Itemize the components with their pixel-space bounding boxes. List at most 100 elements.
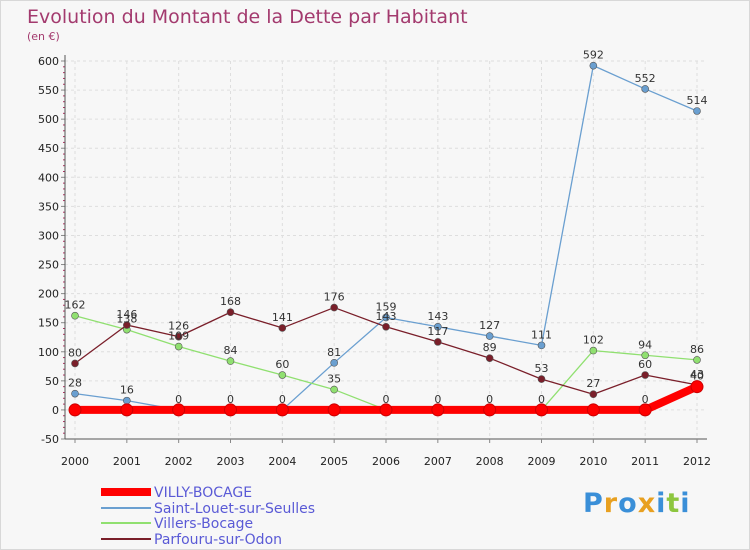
logo-letter: o xyxy=(618,488,638,519)
data-label: 0 xyxy=(175,393,182,406)
data-label: 143 xyxy=(376,310,397,323)
data-label: 0 xyxy=(538,393,545,406)
logo-letter: P xyxy=(583,488,604,519)
data-point xyxy=(275,403,289,417)
data-label: 592 xyxy=(583,49,604,62)
data-point xyxy=(434,338,442,346)
data-point xyxy=(226,357,235,365)
data-point xyxy=(485,332,494,340)
data-point xyxy=(382,322,390,331)
data-point xyxy=(278,371,287,379)
data-label: 0 xyxy=(486,393,493,406)
logo-letter: t xyxy=(666,488,681,519)
data-point xyxy=(690,380,704,394)
x-tick-label: 2012 xyxy=(683,455,711,468)
data-point xyxy=(226,308,235,317)
data-label: 0 xyxy=(279,393,286,406)
data-point xyxy=(483,403,497,417)
data-label: 146 xyxy=(116,308,137,321)
data-point xyxy=(123,396,131,405)
data-point xyxy=(589,346,598,355)
data-point xyxy=(172,403,186,417)
data-label: 111 xyxy=(531,328,552,341)
data-label: 176 xyxy=(324,291,345,304)
y-tick-label: 200 xyxy=(38,288,59,301)
data-label: 117 xyxy=(427,325,448,338)
legend-label: Villers-Bocage xyxy=(154,516,253,532)
data-point xyxy=(693,356,701,364)
data-point xyxy=(382,313,390,322)
chart-title: Evolution du Montant de la Dette par Hab… xyxy=(27,6,468,28)
data-point xyxy=(224,403,237,417)
data-label: 60 xyxy=(275,358,289,371)
data-label: 28 xyxy=(68,377,82,390)
data-point xyxy=(589,390,598,399)
legend-label: Saint-Louet-sur-Seulles xyxy=(154,501,315,517)
proxiti-logo: Proxiti xyxy=(583,488,691,519)
data-label: 43 xyxy=(690,368,704,381)
data-label: 89 xyxy=(483,341,497,354)
data-point xyxy=(693,107,701,115)
data-label: 40 xyxy=(690,370,704,383)
data-point xyxy=(641,351,649,360)
data-label: 80 xyxy=(68,346,82,359)
y-tick-label: 400 xyxy=(38,171,59,184)
y-tick-label: 350 xyxy=(38,200,59,213)
data-label: 168 xyxy=(220,295,241,308)
data-point xyxy=(379,403,393,417)
x-tick-label: 2011 xyxy=(631,455,659,468)
x-tick-label: 2001 xyxy=(113,455,141,468)
data-label: 81 xyxy=(327,346,341,359)
data-point xyxy=(120,403,134,417)
x-tick-label: 2005 xyxy=(320,455,348,468)
x-tick-label: 2010 xyxy=(579,455,607,468)
legend-label: Parfouru-sur-Odon xyxy=(154,532,282,548)
logo-letter: i xyxy=(656,488,667,519)
data-label: 35 xyxy=(327,373,341,386)
x-tick-label: 2007 xyxy=(424,455,452,468)
y-tick-label: 50 xyxy=(45,375,59,388)
data-label: 159 xyxy=(376,300,397,313)
y-tick-label: 500 xyxy=(38,113,59,126)
data-point xyxy=(535,403,548,417)
data-label: 138 xyxy=(116,313,137,326)
data-point xyxy=(174,342,183,351)
data-label: 27 xyxy=(586,377,600,390)
x-tick-label: 2002 xyxy=(165,455,193,468)
data-point xyxy=(641,371,649,379)
data-label: 162 xyxy=(65,299,86,312)
data-point xyxy=(641,85,649,93)
x-tick-label: 2009 xyxy=(528,455,556,468)
x-tick-label: 2003 xyxy=(217,455,245,468)
data-point xyxy=(330,303,338,312)
x-tick-label: 2008 xyxy=(476,455,504,468)
x-tick-label: 2000 xyxy=(61,455,89,468)
y-tick-label: 550 xyxy=(38,84,59,97)
data-label: 141 xyxy=(272,311,293,324)
data-label: 552 xyxy=(635,72,656,85)
data-point xyxy=(431,403,445,417)
y-tick-label: 150 xyxy=(38,317,59,330)
data-label: 0 xyxy=(227,393,234,406)
data-point xyxy=(71,389,79,398)
data-label: 94 xyxy=(638,338,652,351)
data-label: 514 xyxy=(687,94,708,107)
data-point xyxy=(330,359,338,367)
data-point xyxy=(485,354,494,362)
data-point xyxy=(68,403,82,417)
data-point xyxy=(278,324,287,332)
data-point xyxy=(586,403,600,417)
logo-letter: i xyxy=(680,488,691,519)
data-label: 0 xyxy=(383,393,390,406)
data-point xyxy=(537,341,546,350)
data-label: 0 xyxy=(434,393,441,406)
data-label: 53 xyxy=(535,362,549,375)
y-tick-label: 250 xyxy=(38,259,59,272)
data-point xyxy=(638,403,652,417)
data-label: 60 xyxy=(638,358,652,371)
unit-label: (en €) xyxy=(27,30,60,43)
data-label: 102 xyxy=(583,334,604,347)
data-label: 86 xyxy=(690,343,704,356)
data-point xyxy=(537,375,546,383)
